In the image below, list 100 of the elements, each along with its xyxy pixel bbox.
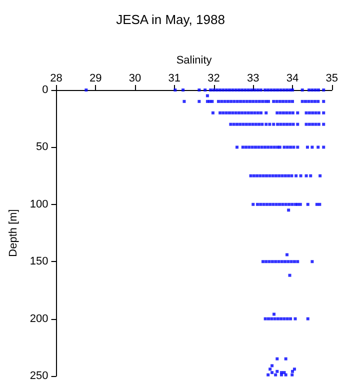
point	[237, 111, 240, 114]
point	[244, 146, 248, 149]
point	[294, 317, 297, 320]
point	[306, 146, 309, 149]
point	[272, 100, 276, 103]
point	[270, 146, 273, 149]
point	[204, 88, 207, 92]
point	[228, 111, 232, 114]
point	[261, 260, 264, 264]
point	[300, 100, 304, 103]
x-tick-label: 32	[208, 72, 220, 84]
x-tick-label: 29	[90, 72, 102, 84]
point	[291, 111, 294, 114]
point	[232, 122, 236, 126]
point	[246, 88, 250, 92]
point	[284, 174, 287, 178]
point	[242, 100, 246, 103]
point	[279, 122, 282, 126]
point	[174, 88, 177, 92]
point	[286, 317, 289, 320]
x-tick-label: 28	[50, 72, 62, 84]
point	[316, 100, 320, 103]
point	[288, 111, 292, 114]
point	[291, 100, 294, 103]
point	[231, 88, 234, 92]
point	[317, 122, 320, 126]
point	[276, 88, 280, 92]
point	[276, 357, 279, 360]
point	[306, 202, 310, 206]
point	[282, 371, 286, 374]
point	[266, 88, 270, 92]
point	[290, 174, 294, 178]
point	[285, 122, 288, 126]
point	[286, 146, 289, 149]
point	[250, 88, 254, 92]
point	[281, 202, 284, 206]
point	[322, 146, 326, 149]
point	[292, 368, 296, 371]
point	[276, 122, 280, 126]
point	[229, 122, 232, 126]
point	[256, 88, 260, 92]
point	[251, 122, 254, 126]
point	[291, 370, 294, 373]
y-tick-label: 200	[30, 312, 48, 325]
point	[245, 100, 248, 103]
point	[253, 88, 256, 92]
point	[308, 111, 311, 114]
point	[282, 317, 286, 320]
point	[234, 111, 238, 114]
point	[284, 100, 288, 103]
point	[290, 202, 294, 206]
point	[287, 202, 290, 206]
point	[266, 317, 270, 320]
point	[254, 100, 258, 103]
point	[256, 174, 259, 178]
point	[260, 146, 264, 149]
point	[210, 100, 214, 103]
point	[230, 100, 233, 103]
point	[322, 111, 326, 114]
point	[317, 111, 320, 114]
point	[279, 88, 282, 92]
point	[276, 317, 280, 320]
point	[284, 260, 287, 264]
point	[262, 174, 265, 178]
point	[250, 146, 254, 149]
point	[234, 88, 238, 92]
point	[304, 122, 308, 126]
point	[296, 111, 300, 114]
point	[216, 100, 220, 103]
x-tick-label: 33	[247, 72, 260, 84]
point	[218, 88, 222, 92]
point	[294, 174, 298, 178]
point	[292, 146, 296, 149]
point	[209, 88, 212, 92]
point	[304, 174, 308, 178]
point	[322, 122, 326, 126]
point	[314, 88, 317, 92]
point	[264, 122, 268, 126]
point	[322, 88, 326, 92]
point	[314, 111, 318, 114]
point	[276, 370, 279, 373]
point	[287, 208, 290, 212]
point	[290, 260, 293, 264]
y-tick-label: 250	[30, 370, 48, 382]
point	[274, 373, 278, 376]
point	[278, 100, 282, 103]
point	[284, 357, 288, 360]
point	[257, 146, 260, 149]
point	[182, 100, 186, 103]
point	[215, 88, 218, 92]
point	[306, 317, 310, 320]
point	[249, 174, 252, 178]
point	[258, 174, 262, 178]
point	[308, 122, 311, 126]
point	[310, 260, 314, 264]
point	[238, 122, 242, 126]
point	[296, 122, 300, 126]
point	[282, 122, 286, 126]
point	[272, 88, 276, 92]
point	[316, 88, 320, 92]
